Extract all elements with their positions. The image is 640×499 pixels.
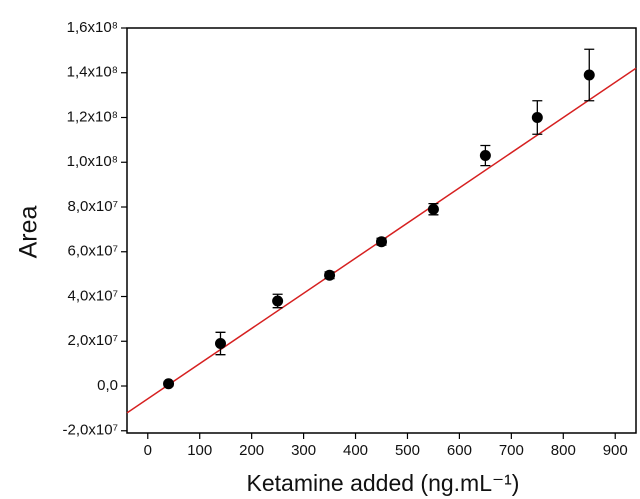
plot-frame — [126, 27, 637, 434]
x-tick-label: 800 — [551, 442, 576, 459]
data-point — [427, 203, 439, 215]
y-tick-label: 1,0x10⁸ — [67, 153, 118, 170]
y-axis-label: Area — [15, 206, 43, 259]
y-tick-label: 8,0x10⁷ — [68, 198, 118, 215]
data-point — [163, 378, 175, 390]
x-tick-label: 900 — [603, 442, 628, 459]
x-tick-label: 400 — [343, 442, 368, 459]
data-point — [376, 236, 387, 248]
x-tick-label: 500 — [395, 442, 420, 459]
data-point — [531, 112, 543, 124]
data-point — [214, 337, 226, 349]
y-tick-label: 4,0x10⁷ — [68, 287, 118, 304]
data-point — [479, 150, 491, 162]
y-tick-label: 1,6x10⁸ — [67, 19, 118, 36]
data-point — [272, 295, 284, 307]
x-tick-label: 100 — [187, 442, 212, 459]
y-tick-label: 6,0x10⁷ — [68, 243, 118, 260]
y-tick-label: 0,0 — [97, 377, 118, 394]
x-tick-label: 700 — [499, 442, 524, 459]
data-point — [583, 69, 595, 81]
x-tick-label: 300 — [291, 442, 316, 459]
x-tick-label: 600 — [447, 442, 472, 459]
x-tick-label: 200 — [239, 442, 264, 459]
x-axis-label: Ketamine added (ng.mL⁻¹) — [247, 470, 520, 496]
y-tick-label: -2,0x10⁷ — [63, 422, 118, 439]
x-tick-label: 0 — [144, 442, 152, 459]
y-tick-label: 1,2x10⁸ — [67, 108, 118, 125]
data-point — [324, 269, 336, 281]
y-tick-label: 1,4x10⁸ — [67, 64, 118, 81]
y-tick-label: 2,0x10⁷ — [68, 332, 118, 349]
